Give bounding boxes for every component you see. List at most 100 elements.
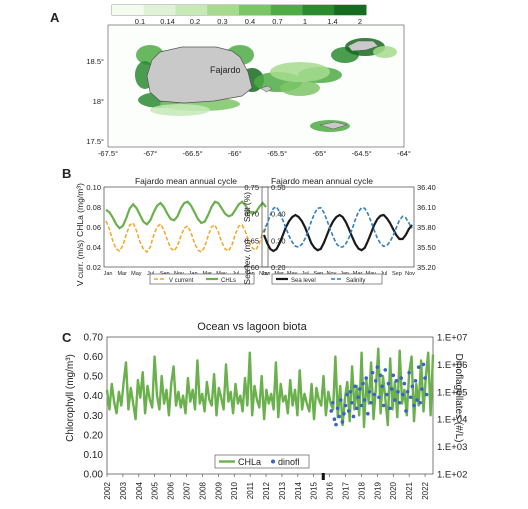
c-legend-chla: CHLa bbox=[238, 457, 261, 467]
b-left-x-tick: Jan bbox=[104, 271, 113, 277]
b-left-title: Fajardo mean annual cycle bbox=[135, 176, 237, 186]
c-ylabel-left: Chlorophyll (mg/m³) bbox=[65, 354, 76, 442]
panel-b-label: B bbox=[62, 166, 71, 181]
c-dinofl-point bbox=[412, 403, 416, 408]
map-x-tick: -64.5° bbox=[352, 149, 372, 158]
c-dinofl-point bbox=[329, 409, 334, 413]
c-x-tick: 2005 bbox=[151, 481, 160, 499]
b-right-ylabel: Salt (%) bbox=[242, 192, 252, 222]
vieques-land bbox=[260, 85, 273, 93]
c-right-tick: 1.E+03 bbox=[437, 442, 467, 453]
c-left-tick: 0.60 bbox=[84, 352, 104, 363]
c-dinofl-point bbox=[386, 381, 391, 386]
c-dinofl-point bbox=[408, 395, 413, 400]
b-right-frame bbox=[261, 186, 415, 268]
c-dinofl-point bbox=[389, 387, 394, 391]
map-x-tick: -67.5° bbox=[98, 149, 118, 158]
puerto-rico-land bbox=[146, 46, 253, 104]
c-frame bbox=[106, 336, 434, 475]
c-x-tick: 2018 bbox=[357, 481, 366, 499]
colorbar-tick-label: 2 bbox=[358, 17, 362, 26]
panel-c-label: C bbox=[62, 330, 72, 345]
c-x-tick: 2010 bbox=[230, 481, 239, 499]
c-dinofl-point bbox=[424, 392, 429, 397]
c-x-tick: 2008 bbox=[198, 481, 207, 499]
colorbar-cell bbox=[175, 5, 208, 15]
map-y-tick: 18° bbox=[93, 97, 104, 106]
b-right-right-tick: 35.20 bbox=[417, 263, 436, 272]
colorbar-tick-label: 0.2 bbox=[190, 17, 200, 26]
b-right-legend bbox=[271, 273, 383, 285]
map-x-tick: -66° bbox=[228, 149, 242, 158]
map-y-tick: 18.5° bbox=[86, 57, 104, 66]
b-left-x-tick: Mar bbox=[117, 271, 127, 277]
c-dinofl-point bbox=[364, 376, 369, 380]
c-dinofl-point bbox=[397, 400, 402, 405]
c-dinofl-point bbox=[396, 390, 400, 394]
c-dinofl-point bbox=[385, 392, 389, 397]
c-dinofl-point bbox=[402, 381, 407, 386]
c-dinofl-point bbox=[370, 370, 375, 375]
colorbar-cell bbox=[302, 5, 335, 15]
b-right-left-tick: 0.75 bbox=[244, 183, 259, 192]
c-dinofl-point bbox=[416, 365, 421, 369]
b-left-x-tick: Nov bbox=[259, 271, 269, 277]
c-dinofl-point bbox=[335, 406, 340, 411]
chl-patch bbox=[270, 62, 330, 82]
c-dinofl-point bbox=[381, 403, 386, 408]
b-left-legend-label: CHLs bbox=[221, 278, 236, 284]
c-left-tick: 0.10 bbox=[84, 450, 104, 461]
c-dinofl-point bbox=[338, 398, 343, 402]
c-dinofl-point bbox=[383, 368, 388, 372]
b-left-series-0 bbox=[105, 200, 267, 230]
b-left-chart: Fajardo mean annual cycle CHLa (mg/m³) V… bbox=[75, 176, 286, 286]
c-x-tick: 2022 bbox=[421, 481, 430, 499]
colorbar-tick-label: 0.1 bbox=[135, 17, 145, 26]
c-dinofl-point bbox=[418, 400, 423, 405]
colorbar: 0.1 0.14 0.2 0.3 0.4 0.7 1 1.4 2 bbox=[111, 4, 367, 26]
c-right-tick: 1.E+06 bbox=[437, 360, 467, 371]
c-dinofl-point bbox=[393, 398, 397, 402]
st-croix-land bbox=[319, 121, 348, 130]
c-left-tick: 0.50 bbox=[84, 372, 104, 383]
b-right-x-tick: Jan bbox=[262, 271, 271, 277]
c-left-tick: 0.70 bbox=[84, 333, 104, 344]
c-right-tick: 1.E+07 bbox=[437, 333, 467, 344]
c-dinofl-point bbox=[331, 400, 335, 405]
c-dinofl-point bbox=[388, 406, 392, 411]
b-right-ylabel-2: Sea lev. (m) bbox=[242, 239, 252, 284]
colorbar-cell bbox=[112, 5, 145, 15]
c-dinofl-point bbox=[350, 400, 354, 405]
b-right-title: Fajardo mean annual cycle bbox=[271, 176, 373, 186]
c-dinofl-point bbox=[345, 392, 349, 397]
colorbar-cell bbox=[270, 5, 303, 15]
b-right-left-tick: 0.70 bbox=[244, 210, 259, 219]
map-x-tick: -65° bbox=[313, 149, 327, 158]
c-x-tick: 2007 bbox=[183, 481, 192, 499]
map-y-tick: 17.5° bbox=[86, 137, 104, 146]
b-right-x-tick: Nov bbox=[405, 271, 415, 277]
c-x-tick: 2002 bbox=[103, 481, 112, 499]
c-chla-line bbox=[105, 347, 435, 429]
b-right-chart: Fajardo mean annual cycle Salt (%) Sea l… bbox=[242, 176, 436, 285]
colorbar-cell bbox=[143, 5, 176, 15]
c-dinofl-point bbox=[337, 414, 341, 419]
c-dinofl-point bbox=[404, 409, 408, 413]
c-x-tick: 2021 bbox=[405, 481, 414, 499]
b-left-right-tick: 0.20 bbox=[271, 263, 286, 272]
colorbar-cell bbox=[334, 5, 367, 15]
colorbar-tick-label: 1 bbox=[303, 17, 307, 26]
virgin-islands-land bbox=[347, 40, 379, 52]
c-x-tick: 2009 bbox=[214, 481, 223, 499]
b-right-legend-label: Salinity bbox=[346, 278, 365, 284]
c-right-tick: 1.E+02 bbox=[437, 470, 467, 481]
c-left-tick: 0.40 bbox=[84, 391, 104, 402]
c-dinofl-point bbox=[351, 414, 356, 419]
chl-patch bbox=[150, 104, 210, 116]
b-right-right-tick: 35.80 bbox=[417, 223, 436, 232]
c-legend-dinofl: dinofl bbox=[278, 457, 300, 467]
c-legend bbox=[214, 454, 310, 469]
c-dinofl-point bbox=[377, 395, 381, 400]
b-left-right-tick: 0.50 bbox=[271, 183, 286, 192]
